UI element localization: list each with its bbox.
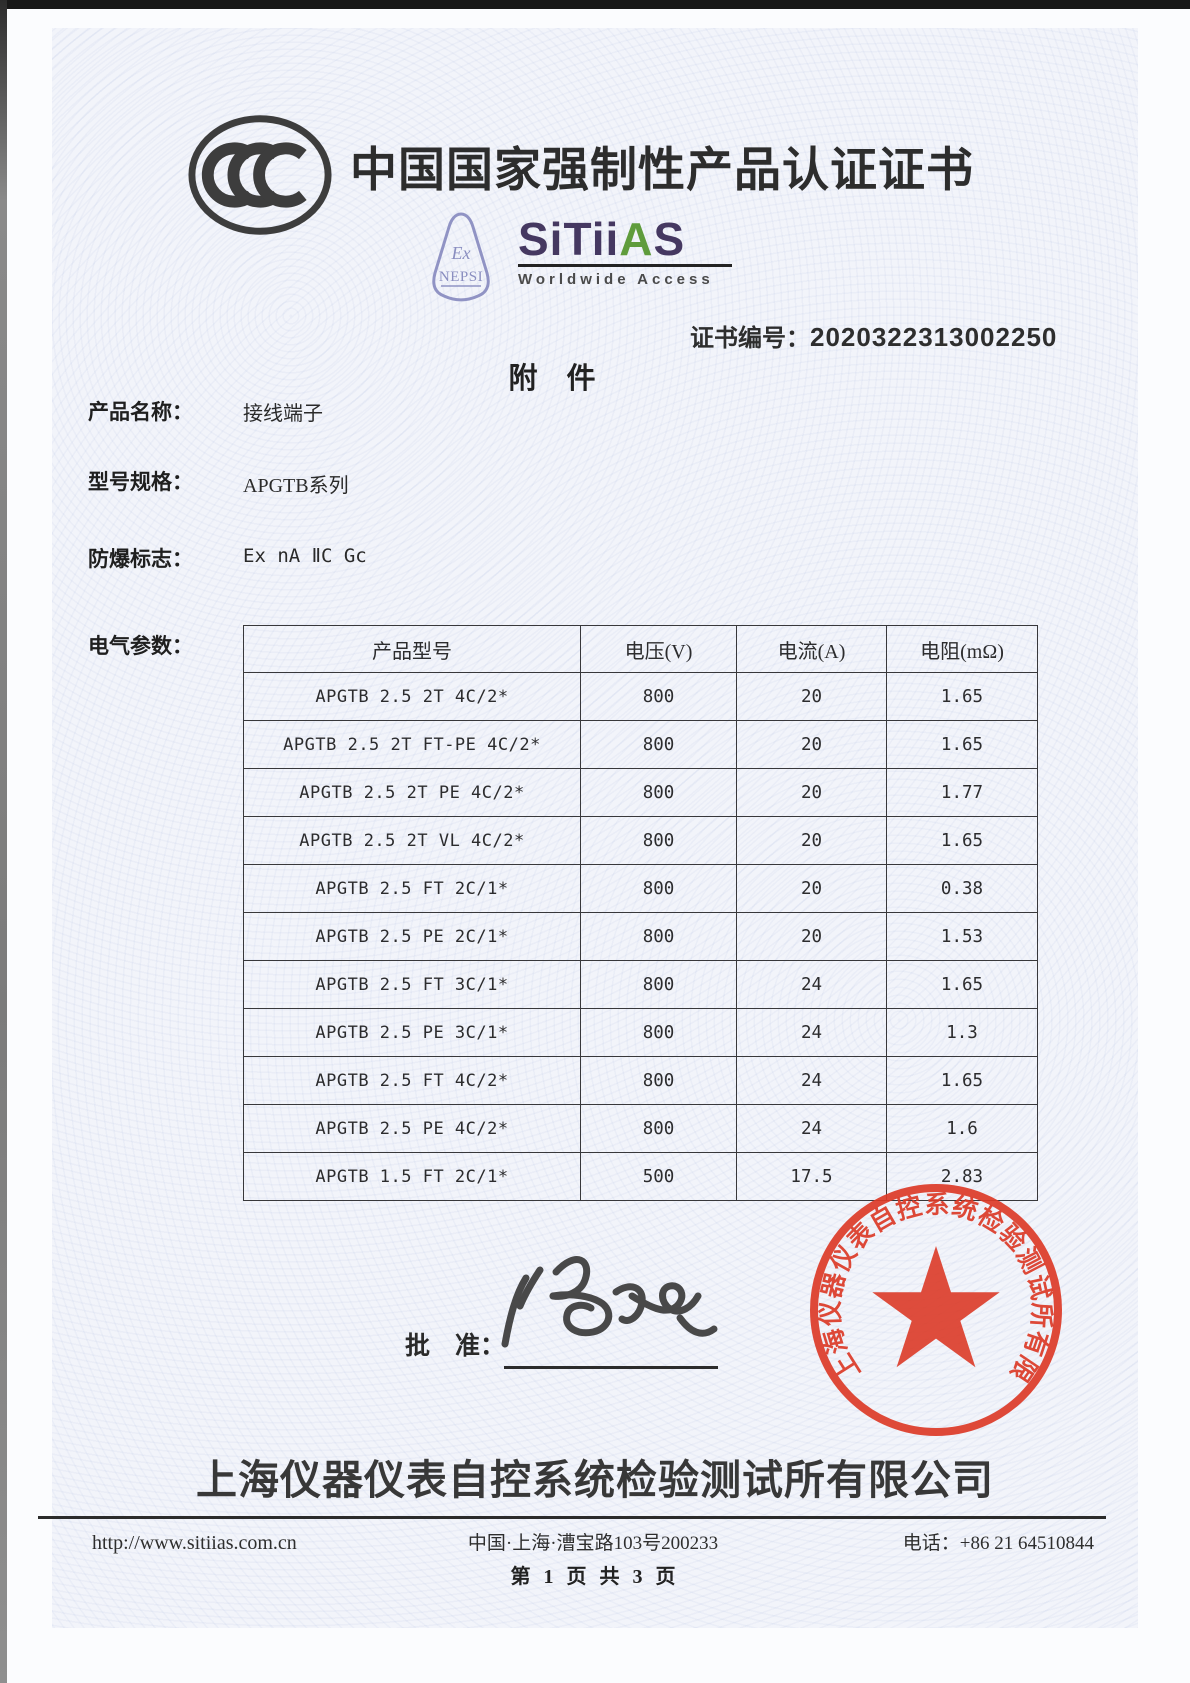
cell-current: 24 [736, 1008, 887, 1057]
table-row: APGTB 2.5 2T FT-PE 4C/2* 800 20 1.65 [243, 720, 1038, 769]
cell-voltage: 800 [580, 912, 737, 961]
cell-current: 20 [736, 864, 887, 913]
cell-model: APGTB 2.5 2T VL 4C/2* [243, 816, 581, 865]
cell-resistance: 1.65 [886, 1056, 1038, 1105]
product-name-label: 产品名称： [88, 400, 193, 424]
cell-voltage: 800 [580, 816, 737, 865]
col-header-model: 产品型号 [243, 625, 581, 673]
footer-divider [38, 1516, 1106, 1519]
ex-mark-label: 防爆标志： [88, 547, 193, 571]
scan-edge-left [0, 0, 7, 1683]
cell-current: 24 [736, 1104, 887, 1153]
certificate-number-line: 证书编号：2020322313002250 [690, 318, 1057, 353]
table-row: APGTB 2.5 2T VL 4C/2* 800 20 1.65 [243, 816, 1038, 865]
sitiias-underline [518, 264, 732, 267]
svg-text:NEPSI: NEPSI [439, 269, 483, 285]
attachment-title: 附 件 [508, 363, 596, 395]
certificate-number-label: 证书编号： [690, 326, 810, 352]
seal-star-icon [872, 1246, 1000, 1368]
product-name-value: 接线端子 [243, 403, 323, 425]
nepsi-ex-logo-icon: Ex NEPSI [432, 212, 490, 302]
cell-resistance: 1.53 [886, 912, 1038, 961]
cell-model: APGTB 2.5 FT 4C/2* [243, 1056, 581, 1105]
table-row: APGTB 2.5 FT 2C/1* 800 20 0.38 [243, 864, 1038, 913]
cell-current: 20 [736, 912, 887, 961]
cell-voltage: 800 [580, 720, 737, 769]
sitiias-tagline: Worldwide Access [518, 271, 714, 288]
cell-model: APGTB 2.5 FT 2C/1* [243, 864, 581, 913]
ex-mark-value: Ex nA ⅡC Gc [243, 545, 367, 567]
table-row: APGTB 2.5 PE 4C/2* 800 24 1.6 [243, 1104, 1038, 1153]
cell-current: 17.5 [736, 1152, 887, 1201]
cell-current: 20 [736, 720, 887, 769]
page-title: 中国国家强制性产品认证证书 [350, 143, 974, 196]
cell-resistance: 1.65 [886, 720, 1038, 769]
sitiias-wordmark: SiTiiAS [518, 213, 686, 265]
cell-resistance: 1.6 [886, 1104, 1038, 1153]
cell-resistance: 0.38 [886, 864, 1038, 913]
approval-label: 批 准： [405, 1333, 506, 1360]
signature-underline [504, 1366, 718, 1369]
col-header-voltage: 电压(V) [580, 625, 737, 673]
cell-model: APGTB 2.5 PE 3C/1* [243, 1008, 581, 1057]
cell-voltage: 800 [580, 768, 737, 817]
cell-voltage: 800 [580, 1104, 737, 1153]
cell-resistance: 1.65 [886, 672, 1038, 721]
cell-current: 24 [736, 1056, 887, 1105]
table-row: APGTB 2.5 2T PE 4C/2* 800 20 1.77 [243, 768, 1038, 817]
model-spec-value: APGTB系列 [243, 475, 349, 497]
cell-model: APGTB 2.5 2T 4C/2* [243, 672, 581, 721]
cell-resistance: 1.3 [886, 1008, 1038, 1057]
table-row: APGTB 2.5 FT 3C/1* 800 24 1.65 [243, 960, 1038, 1009]
params-table-body: APGTB 2.5 2T 4C/2* 800 20 1.65 APGTB 2.5… [243, 672, 1038, 1201]
svg-text:Ex: Ex [451, 243, 471, 263]
sitiias-logo: SiTiiAS Worldwide Access [518, 216, 736, 288]
cell-resistance: 1.65 [886, 816, 1038, 865]
cell-model: APGTB 2.5 2T FT-PE 4C/2* [243, 720, 581, 769]
company-seal-stamp: 上海仪器仪表自控系统检验测试所有限公司 [806, 1180, 1062, 1436]
cell-voltage: 800 [580, 960, 737, 1009]
cell-voltage: 800 [580, 1056, 737, 1105]
cell-model: APGTB 2.5 FT 3C/1* [243, 960, 581, 1009]
table-row: APGTB 2.5 PE 2C/1* 800 20 1.53 [243, 912, 1038, 961]
approver-signature [501, 1256, 718, 1348]
cell-voltage: 800 [580, 864, 737, 913]
cell-current: 20 [736, 672, 887, 721]
scan-edge-top [0, 0, 1190, 9]
col-header-current: 电流(A) [736, 625, 887, 673]
cell-resistance: 1.77 [886, 768, 1038, 817]
cell-model: APGTB 2.5 PE 4C/2* [243, 1104, 581, 1153]
table-row: APGTB 2.5 PE 3C/1* 800 24 1.3 [243, 1008, 1038, 1057]
model-spec-label: 型号规格： [88, 470, 193, 494]
footer-phone: 电话：+86 21 64510844 [902, 1533, 1094, 1554]
electrical-params-table: 产品型号 电压(V) 电流(A) 电阻(mΩ) APGTB 2.5 2T 4C/… [243, 625, 1038, 1201]
certificate-number-value: 2020322313002250 [810, 322, 1058, 352]
cell-model: APGTB 2.5 PE 2C/1* [243, 912, 581, 961]
cell-current: 20 [736, 816, 887, 865]
table-header-row: 产品型号 电压(V) 电流(A) 电阻(mΩ) [243, 625, 1038, 673]
cell-model: APGTB 2.5 2T PE 4C/2* [243, 768, 581, 817]
cell-voltage: 800 [580, 1008, 737, 1057]
cell-current: 24 [736, 960, 887, 1009]
table-row: APGTB 2.5 FT 4C/2* 800 24 1.65 [243, 1056, 1038, 1105]
table-row: APGTB 2.5 2T 4C/2* 800 20 1.65 [243, 672, 1038, 721]
footer-address: 中国·上海·漕宝路103号200233 [467, 1533, 719, 1554]
electrical-params-label: 电气参数： [88, 634, 193, 658]
cell-current: 20 [736, 768, 887, 817]
company-name: 上海仪器仪表自控系统检验测试所有限公司 [196, 1457, 994, 1503]
cell-voltage: 500 [580, 1152, 737, 1201]
col-header-resistance: 电阻(mΩ) [886, 625, 1038, 673]
ccc-logo-icon [188, 115, 332, 235]
page-number: 第 1 页 共 3 页 [510, 1566, 680, 1588]
cell-resistance: 1.65 [886, 960, 1038, 1009]
footer-website: http://www.sitiias.com.cn [92, 1532, 297, 1554]
cell-model: APGTB 1.5 FT 2C/1* [243, 1152, 581, 1201]
footer: http://www.sitiias.com.cn 中国·上海·漕宝路103号2… [38, 1528, 1106, 1555]
cell-voltage: 800 [580, 672, 737, 721]
